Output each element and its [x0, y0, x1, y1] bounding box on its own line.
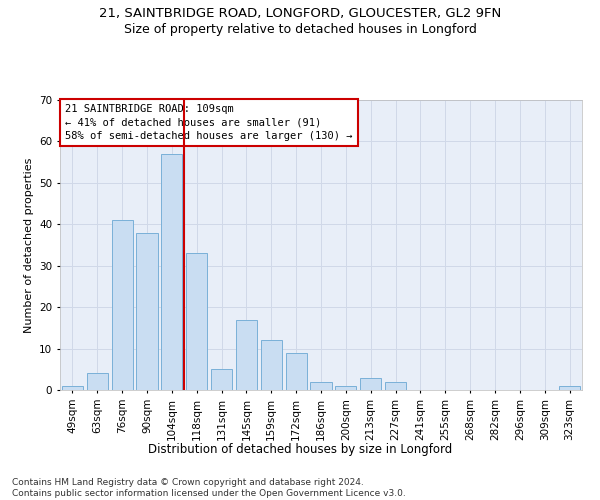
Bar [335, 386, 356, 390]
Bar [62, 386, 83, 390]
Y-axis label: Number of detached properties: Number of detached properties [23, 158, 34, 332]
Bar [211, 370, 232, 390]
Bar [136, 232, 158, 390]
Bar [385, 382, 406, 390]
Bar [310, 382, 332, 390]
Bar [261, 340, 282, 390]
Bar [360, 378, 381, 390]
Bar [186, 254, 207, 390]
Text: 21 SAINTBRIDGE ROAD: 109sqm
← 41% of detached houses are smaller (91)
58% of sem: 21 SAINTBRIDGE ROAD: 109sqm ← 41% of det… [65, 104, 353, 141]
Text: Distribution of detached houses by size in Longford: Distribution of detached houses by size … [148, 442, 452, 456]
Text: 21, SAINTBRIDGE ROAD, LONGFORD, GLOUCESTER, GL2 9FN: 21, SAINTBRIDGE ROAD, LONGFORD, GLOUCEST… [99, 8, 501, 20]
Text: Size of property relative to detached houses in Longford: Size of property relative to detached ho… [124, 22, 476, 36]
Bar [161, 154, 182, 390]
Bar [112, 220, 133, 390]
Bar [286, 352, 307, 390]
Text: Contains HM Land Registry data © Crown copyright and database right 2024.
Contai: Contains HM Land Registry data © Crown c… [12, 478, 406, 498]
Bar [559, 386, 580, 390]
Bar [236, 320, 257, 390]
Bar [87, 374, 108, 390]
